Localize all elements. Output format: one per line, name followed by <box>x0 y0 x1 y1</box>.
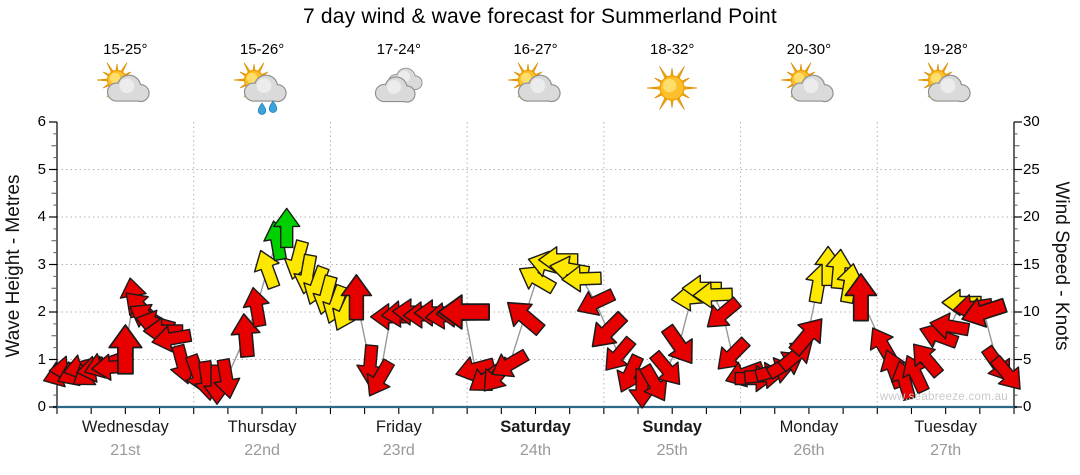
right-axis-tick-label: 20 <box>1023 208 1040 225</box>
wind-arrow-icon <box>717 336 751 370</box>
right-axis-tick-label: 15 <box>1023 255 1040 273</box>
day-temp-range: 15-25° <box>103 41 148 58</box>
wind-arrow-icon <box>242 286 270 328</box>
right-axis-tick-label: 25 <box>1023 160 1040 178</box>
wind-arrow-icon <box>437 294 491 330</box>
day-temp-range: 20-30° <box>786 41 832 58</box>
day-date: 25th <box>656 442 688 459</box>
wind-arrow-icon <box>366 358 395 397</box>
wind-arrow-icon <box>253 249 281 290</box>
right-axis-title: Wind Speed - Knots <box>1051 181 1072 351</box>
day-label: Thursday <box>227 418 297 436</box>
left-axis-tick-label: 5 <box>37 160 46 178</box>
day-date: 27th <box>930 442 962 459</box>
right-axis-tick-label: 0 <box>1023 398 1032 415</box>
day-label: Wednesday <box>81 418 169 436</box>
wind-arrow-icon <box>929 312 971 340</box>
day-temp-range: 19-28° <box>923 41 968 58</box>
wind-arrow-icon <box>561 265 602 293</box>
sun-cloud-icon <box>97 62 150 103</box>
left-axis-tick-label: 6 <box>37 113 46 130</box>
sun-cloud-rain-icon <box>234 62 287 115</box>
right-axis-tick-label: 10 <box>1023 303 1040 320</box>
day-label: Saturday <box>500 418 571 436</box>
wind-arrow-icon <box>912 343 945 379</box>
wind-arrow-icon <box>605 335 637 371</box>
wind-arrow-icon <box>649 349 681 386</box>
left-axis-tick-label: 3 <box>37 255 46 273</box>
day-weather <box>912 60 980 118</box>
day-date: 23rd <box>382 442 415 459</box>
wind-arrow-icon <box>961 297 1008 328</box>
wind-arrow-icon <box>230 313 261 358</box>
day-temp-range: 18-32° <box>650 41 695 58</box>
wind-arrow-icon <box>340 273 373 321</box>
day-label: Sunday <box>642 418 702 436</box>
left-axis-tick-label: 2 <box>37 303 46 320</box>
day-date: 21st <box>110 442 141 459</box>
left-axis-title: Wave Height - Metres <box>3 174 24 358</box>
wind-arrow-icon <box>660 323 693 365</box>
wind-arrow-icon <box>108 324 143 375</box>
wind-arrow-icon <box>213 358 241 399</box>
wind-arrow-icon <box>506 301 546 337</box>
right-axis-tick-label: 30 <box>1023 113 1040 130</box>
day-date: 26th <box>793 442 825 459</box>
sun-cloud-icon <box>917 62 971 103</box>
wind-arrow-icon <box>989 354 1021 390</box>
wind-arrow-icon <box>273 207 301 249</box>
wind-arrow-icon <box>151 325 193 353</box>
left-axis-tick-label: 1 <box>37 350 46 368</box>
day-temp-range: 15-26° <box>239 41 285 58</box>
wind-arrow-icon <box>639 363 668 402</box>
wind-arrow-icon <box>788 318 823 357</box>
day-label: Friday <box>375 418 422 436</box>
day-temp-range: 16-27° <box>513 41 558 58</box>
day-temp-range: 17-24° <box>376 41 421 58</box>
wind-arrow-icon <box>844 272 878 322</box>
day-label: Monday <box>779 418 839 436</box>
day-weather <box>502 60 570 118</box>
day-weather <box>365 60 433 118</box>
right-axis-tick-label: 5 <box>1023 350 1032 368</box>
sun-cloud-icon <box>780 62 834 103</box>
watermark: www.seabreeze.com.au <box>879 391 1008 403</box>
day-weather <box>228 60 296 118</box>
left-axis-tick-label: 4 <box>37 208 46 225</box>
left-axis-tick-label: 0 <box>37 398 46 415</box>
sun-icon <box>647 66 698 110</box>
wind-arrow-icon <box>919 322 960 349</box>
wind-arrow-icon <box>706 296 742 328</box>
day-weather <box>638 60 706 118</box>
wind-arrow-icon <box>692 281 734 309</box>
wind-arrow-icon <box>591 310 629 348</box>
wind-arrow-icon <box>491 348 530 378</box>
chart-title: 7 day wind & wave forecast for Summerlan… <box>303 5 777 28</box>
wind-arrow-icon <box>518 265 558 295</box>
day-weather <box>91 60 159 118</box>
sun-cloud-icon <box>507 62 561 103</box>
day-date: 22nd <box>244 442 280 459</box>
day-label: Tuesday <box>914 418 977 436</box>
wind-arrow-icon <box>576 288 617 316</box>
day-weather <box>775 60 843 118</box>
clouds-icon <box>374 67 423 103</box>
day-date: 24th <box>519 442 552 459</box>
